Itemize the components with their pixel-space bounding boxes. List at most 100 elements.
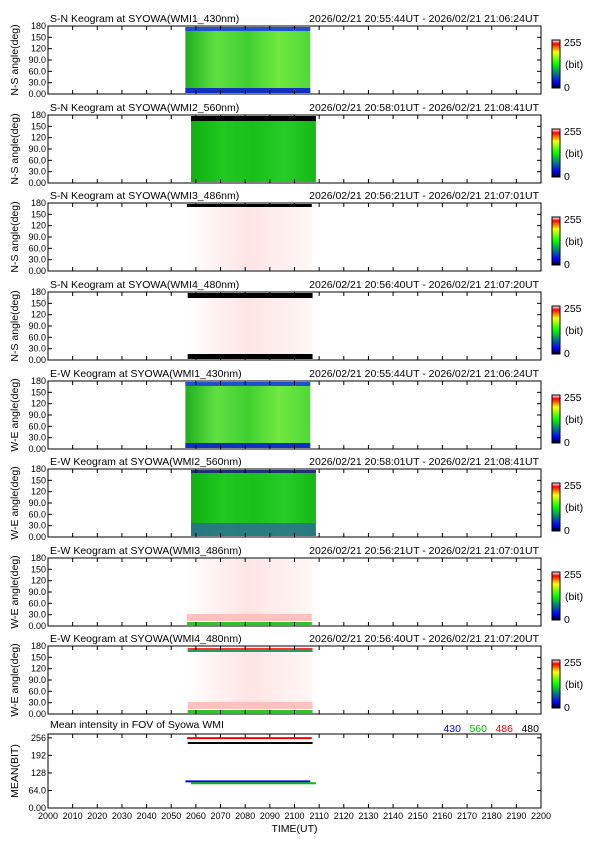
legend-entry: 480 — [521, 723, 539, 735]
x-tick-label: 2080 — [235, 811, 255, 821]
colorbar-min-label: 0 — [564, 614, 570, 626]
keogram-top-band — [187, 650, 313, 652]
x-tick-label: 2130 — [358, 811, 378, 821]
y-tick-label: 120 — [31, 310, 46, 320]
keogram-panel: S-N Keogram at SYOWA(WMI1_430nm) 2026/02/… — [9, 13, 583, 99]
x-tick-label: 2100 — [284, 811, 304, 821]
colorbar-unit-label: (bit) — [565, 591, 583, 603]
colorbar-min-label: 0 — [564, 171, 570, 183]
y-axis-label: W-E angle(deg) — [9, 378, 21, 451]
x-tick-label: 2180 — [482, 811, 502, 821]
panel-title: E-W Keogram at SYOWA(WMI1_430nm) — [50, 368, 242, 380]
panel-time-range: 2026/02/21 20:56:21UT - 2026/02/21 21:07… — [309, 545, 539, 557]
colorbar-min-label: 0 — [564, 437, 570, 449]
colorbar-max-label: 255 — [564, 392, 582, 404]
y-tick-label: 0.00 — [28, 266, 46, 276]
panel-title: S-N Keogram at SYOWA(WMI3_486nm) — [50, 190, 239, 202]
keogram-data-block — [187, 293, 313, 359]
keogram-top-band — [187, 293, 313, 298]
keogram-bottom-band — [186, 622, 312, 625]
x-tick-label: 2040 — [137, 811, 157, 821]
colorbar — [551, 571, 561, 621]
y-tick-label: 150 — [31, 564, 46, 574]
y-axis-label: W-E angle(deg) — [9, 555, 21, 628]
legend-entry: 430 — [443, 723, 461, 735]
y-tick-label: 180 — [31, 376, 46, 386]
x-tick-label: 2110 — [309, 811, 328, 821]
x-tick-label: 2160 — [432, 811, 452, 821]
y-tick-label: 60.0 — [28, 332, 46, 342]
keogram-bottom-band — [187, 710, 313, 713]
panel-time-range: 2026/02/21 20:55:44UT - 2026/02/21 21:06… — [309, 13, 539, 25]
y-tick-label: 90.0 — [28, 410, 46, 420]
y-tick-label: 180 — [31, 110, 46, 120]
y-tick-label: 0.00 — [28, 355, 46, 365]
legend-entry: 486 — [495, 723, 513, 735]
y-tick-label: 90.0 — [28, 144, 46, 154]
y-tick-label: 120 — [31, 487, 46, 497]
colorbar — [551, 482, 561, 532]
y-tick-label: 150 — [31, 209, 46, 219]
y-tick-label: 150 — [31, 475, 46, 485]
x-tick-label: 2050 — [161, 811, 181, 821]
colorbar-unit-label: (bit) — [565, 679, 583, 691]
keogram-data-block — [191, 116, 316, 182]
x-tick-label: 2200 — [531, 811, 551, 821]
y-tick-label: 60.0 — [28, 243, 46, 253]
y-tick-label: 30.0 — [28, 344, 46, 354]
y-tick-label: 192 — [31, 750, 46, 760]
x-tick-label: 2070 — [211, 811, 231, 821]
y-tick-label: 0.00 — [28, 803, 46, 813]
y-tick-label: 60.0 — [28, 66, 46, 76]
keogram-data-block — [185, 382, 311, 448]
y-tick-label: 150 — [31, 298, 46, 308]
panel-time-range: 2026/02/21 20:56:21UT - 2026/02/21 21:07… — [309, 190, 539, 202]
x-tick-label: 2000 — [38, 811, 58, 821]
y-tick-label: 120 — [31, 664, 46, 674]
keogram-bottom-band — [185, 88, 311, 93]
panel-time-range: 2026/02/21 20:58:01UT - 2026/02/21 21:08… — [309, 456, 539, 468]
y-tick-label: 180 — [31, 198, 46, 208]
chart-frame — [47, 733, 542, 809]
y-tick-label: 256 — [31, 733, 46, 743]
y-axis-label: W-E angle(deg) — [9, 643, 21, 716]
y-axis-label: N-S angle(deg) — [9, 201, 21, 272]
colorbar-unit-label: (bit) — [565, 414, 583, 426]
y-tick-label: 60.0 — [28, 686, 46, 696]
colorbar-min-label: 0 — [564, 348, 570, 360]
y-axis-label: N-S angle(deg) — [9, 290, 21, 361]
panel-title: S-N Keogram at SYOWA(WMI2_560nm) — [50, 102, 239, 114]
y-tick-label: 180 — [31, 464, 46, 474]
y-tick-label: 120 — [31, 399, 46, 409]
keogram-bottom-band — [187, 354, 313, 359]
x-axis-label: TIME(UT) — [271, 823, 317, 835]
y-tick-label: 0.00 — [28, 621, 46, 631]
panel-time-range: 2026/02/21 20:58:01UT - 2026/02/21 21:08… — [309, 102, 539, 114]
keogram-panel: E-W Keogram at SYOWA(WMI4_480nm) 2026/02/… — [9, 633, 583, 719]
colorbar — [551, 659, 561, 709]
y-tick-label: 60.0 — [28, 509, 46, 519]
y-tick-label: 30.0 — [28, 255, 46, 265]
colorbar-max-label: 255 — [564, 569, 582, 581]
panel-time-range: 2026/02/21 20:56:40UT - 2026/02/21 21:07… — [309, 279, 539, 291]
colorbar-min-label: 0 — [564, 525, 570, 537]
y-tick-label: 0.00 — [28, 89, 46, 99]
y-tick-label: 128 — [31, 768, 46, 778]
y-tick-label: 64.0 — [28, 785, 46, 795]
mean-intensity-chart: Mean intensity in FOV of Syowa WMI 480 486… — [9, 719, 551, 835]
y-tick-label: 180 — [31, 21, 46, 31]
keogram-top-band — [186, 204, 312, 207]
y-tick-label: 90.0 — [28, 232, 46, 242]
colorbar-unit-label: (bit) — [565, 236, 583, 248]
colorbar — [551, 394, 561, 444]
y-axis-label: W-E angle(deg) — [9, 466, 21, 539]
y-tick-label: 0.00 — [28, 178, 46, 188]
panel-title: E-W Keogram at SYOWA(WMI4_480nm) — [50, 633, 242, 645]
y-tick-label: 0.00 — [28, 532, 46, 542]
x-tick-label: 2060 — [186, 811, 206, 821]
colorbar-unit-label: (bit) — [565, 325, 583, 337]
colorbar-max-label: 255 — [564, 303, 582, 315]
y-tick-label: 150 — [31, 652, 46, 662]
x-tick-label: 2090 — [260, 811, 280, 821]
